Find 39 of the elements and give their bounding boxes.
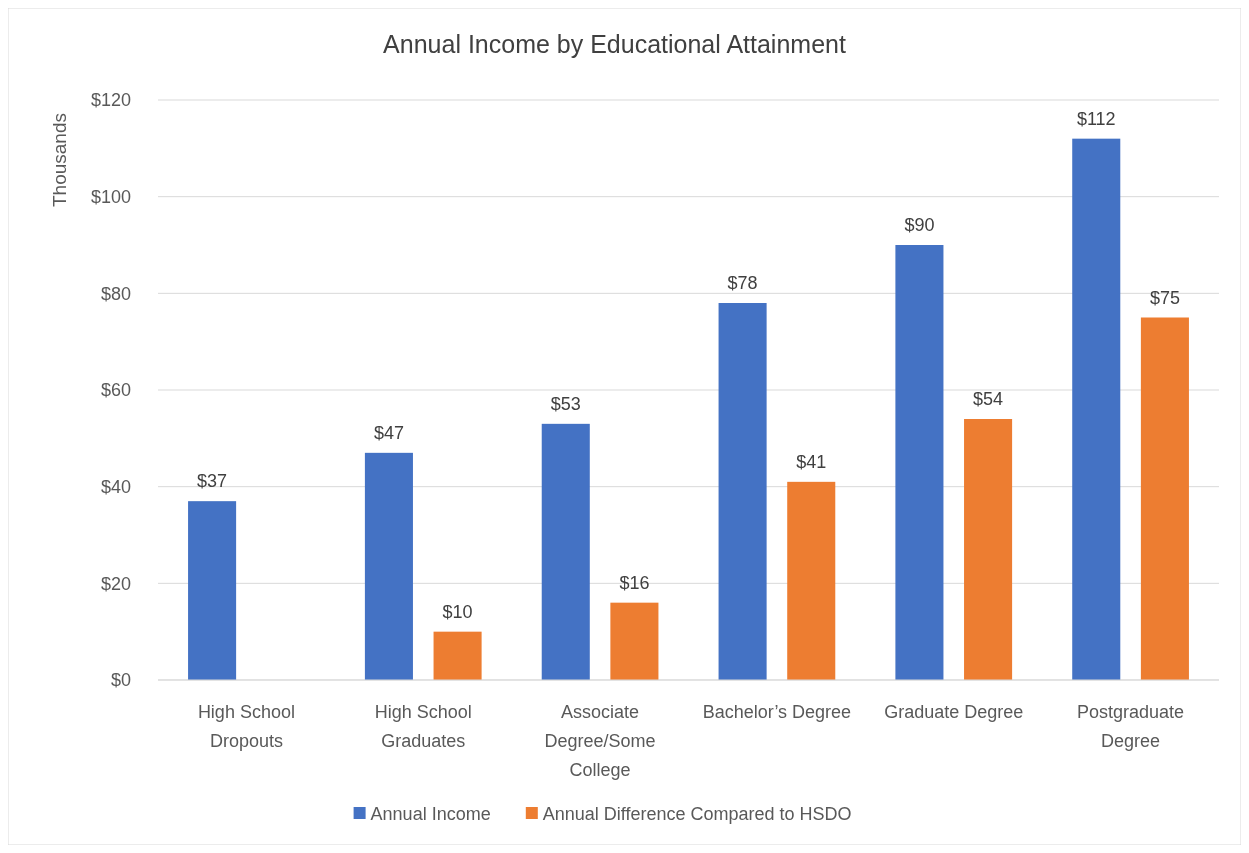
data-label: $41 [796, 451, 827, 472]
x-tick-label: Bachelor’s Degree [702, 702, 852, 722]
x-tick-label: High School Dropouts [197, 702, 295, 751]
x-tick-label: High School Graduates [374, 702, 472, 751]
data-label: $53 [550, 393, 581, 414]
legend-label: Annual Difference Compared to HSDO [542, 804, 852, 825]
y-tick-label: $40 [100, 476, 131, 497]
data-label: $112 [1076, 108, 1116, 129]
bar [1072, 138, 1121, 680]
bar [541, 423, 590, 680]
data-label: $37 [197, 471, 228, 492]
y-tick-label: $80 [100, 283, 131, 304]
chart-title: Annual Income by Educational Attainment [383, 30, 846, 58]
data-label: $47 [373, 422, 404, 443]
x-tick-label: Graduate Degree [884, 702, 1024, 722]
y-tick-label: $120 [90, 90, 131, 111]
data-label: $10 [442, 601, 473, 622]
bar [364, 452, 413, 680]
x-tick-label: Associate Degree/Some College [544, 702, 656, 780]
bar [895, 245, 944, 680]
bar [433, 631, 482, 680]
data-label: $16 [619, 572, 650, 593]
bar [1140, 317, 1189, 680]
data-label: $78 [727, 273, 758, 293]
data-label: $75 [1149, 287, 1180, 308]
y-tick-label: $0 [110, 670, 131, 691]
legend-label: Annual Income [370, 804, 491, 825]
y-tick-label: $20 [100, 573, 131, 594]
data-label: $90 [904, 215, 935, 235]
x-tick-label: Postgraduate Degree [1077, 702, 1185, 751]
y-tick-label: $60 [100, 380, 131, 401]
bar [610, 602, 659, 680]
bar [718, 303, 767, 680]
bar [188, 501, 237, 680]
bar [964, 419, 1013, 680]
bar [787, 481, 836, 680]
y-tick-label: $100 [90, 186, 131, 207]
data-label: $54 [973, 389, 1004, 409]
y-axis-title: Thousands [49, 112, 70, 208]
